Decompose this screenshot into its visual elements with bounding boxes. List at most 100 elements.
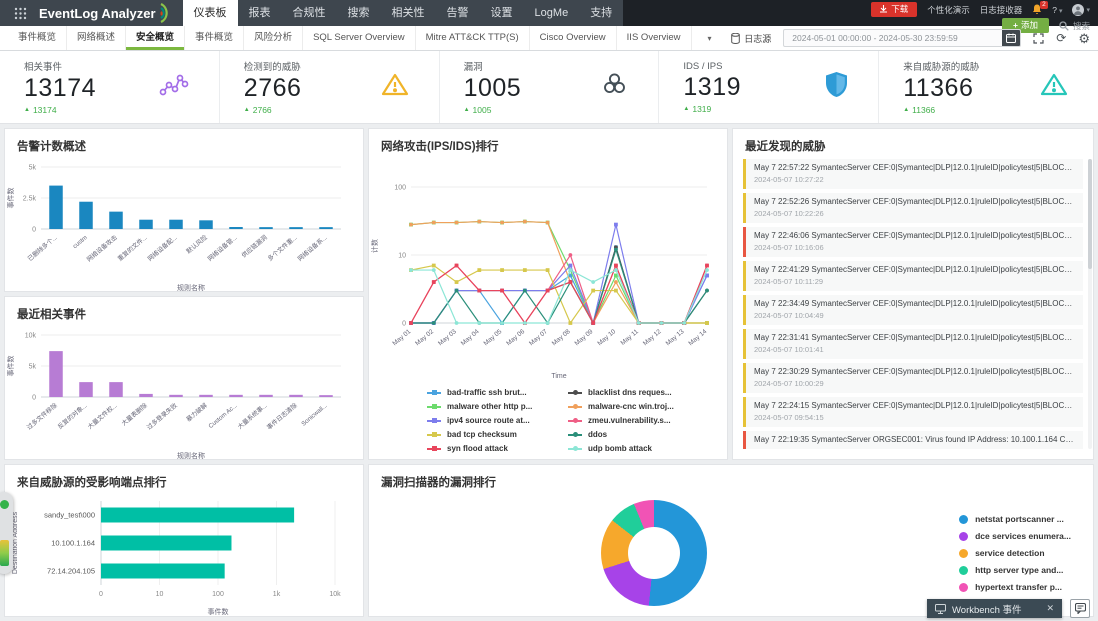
bar[interactable] xyxy=(319,227,333,229)
workbench-bar[interactable]: Workbench 事件 ✕ xyxy=(927,599,1062,618)
close-icon[interactable]: ✕ xyxy=(1046,603,1054,613)
threat-item[interactable]: May 7 22:57:22 SymantecServer CEF:0|Syma… xyxy=(743,159,1083,189)
threat-item[interactable]: May 7 22:24:15 SymantecServer CEF:0|Syma… xyxy=(743,397,1083,427)
bar[interactable] xyxy=(109,382,123,397)
legend-item[interactable]: zmeu.vulnerability.s... xyxy=(568,416,679,425)
legend-item[interactable]: ddos xyxy=(568,430,679,439)
bar[interactable] xyxy=(79,382,93,397)
threat-item[interactable]: May 7 22:31:41 SymantecServer CEF:0|Syma… xyxy=(743,329,1083,359)
bar[interactable] xyxy=(169,394,183,397)
dashboard-tab-5[interactable]: SQL Server Overview xyxy=(303,26,416,50)
bar[interactable] xyxy=(289,227,303,229)
bar[interactable] xyxy=(259,394,273,397)
threats-scrollbar[interactable] xyxy=(1088,159,1092,449)
download-button[interactable]: 下载 xyxy=(871,2,918,17)
dashboard-tab-1[interactable]: 网络概述 xyxy=(67,26,127,50)
nav-tab-2[interactable]: 合规性 xyxy=(292,7,326,19)
legend-item[interactable]: blacklist dns reques... xyxy=(568,388,679,397)
legend-item[interactable]: dce services enumera... xyxy=(959,531,1071,541)
legend-item[interactable]: http server type and... xyxy=(959,565,1071,575)
legend-item[interactable]: udp bomb attack xyxy=(568,444,679,453)
nav-tab-1[interactable]: 报表 xyxy=(248,7,271,19)
help-button[interactable]: ? ▾ xyxy=(1052,4,1063,15)
legend-item[interactable]: service detection xyxy=(959,548,1071,558)
nav-tab-6[interactable]: 设置 xyxy=(490,7,513,19)
date-range-picker[interactable] xyxy=(783,29,1022,47)
bar[interactable] xyxy=(289,394,303,397)
vulnerability-donut-chart[interactable] xyxy=(601,500,707,606)
tabs-more-button[interactable]: ▾ xyxy=(707,33,712,43)
legend-item[interactable]: ipv4 source route at... xyxy=(427,416,538,425)
legend-item[interactable]: netstat portscanner ... xyxy=(959,514,1071,524)
nav-tab-8[interactable]: 支持 xyxy=(590,7,613,19)
threat-item[interactable]: May 7 22:19:35 SymantecServer ORGSEC001:… xyxy=(743,431,1083,449)
stat-card-3[interactable]: IDS / IPS 1319 ▲ 1319 xyxy=(659,51,880,123)
app-logo[interactable]: EventLog Analyzer xyxy=(35,0,183,26)
threat-item[interactable]: May 7 22:30:29 SymantecServer CEF:0|Syma… xyxy=(743,363,1083,393)
bar[interactable] xyxy=(229,394,243,397)
legend-item[interactable]: syn flood attack xyxy=(427,444,538,453)
calendar-icon xyxy=(1006,33,1017,43)
dashboard-tab-8[interactable]: IIS Overview xyxy=(617,26,692,50)
bar[interactable] xyxy=(199,220,213,229)
bar[interactable] xyxy=(139,393,153,397)
threat-message: May 7 22:57:22 SymantecServer CEF:0|Syma… xyxy=(754,163,1075,172)
calendar-button[interactable] xyxy=(1002,30,1021,46)
bar[interactable] xyxy=(49,351,63,397)
fullscreen-button[interactable] xyxy=(1033,32,1044,44)
chat-button[interactable] xyxy=(1070,599,1090,618)
recent-events-bar-chart[interactable]: 0 5k 10k 过多文件移除反复的对象...大量文件权... 大量表删除过多登录失败暴… xyxy=(5,323,349,461)
threat-item[interactable]: May 7 22:41:29 SymantecServer CEF:0|Syma… xyxy=(743,261,1083,291)
app-grid-icon[interactable] xyxy=(6,0,35,26)
nav-tab-4[interactable]: 相关性 xyxy=(391,7,425,19)
bar[interactable] xyxy=(259,227,273,229)
dashboard-tab-7[interactable]: Cisco Overview xyxy=(530,26,617,50)
dashboard-tab-4[interactable]: 风险分析 xyxy=(244,26,304,50)
legend-item[interactable]: malware-cnc win.troj... xyxy=(568,402,679,411)
dashboard-tab-6[interactable]: Mitre ATT&CK TTP(S) xyxy=(416,26,530,50)
log-source-filter[interactable]: 日志源 xyxy=(731,32,771,45)
threat-item[interactable]: May 7 22:52:26 SymantecServer CEF:0|Syma… xyxy=(743,193,1083,223)
legend-item[interactable]: hypertext transfer p... xyxy=(959,582,1071,592)
stat-card-2[interactable]: 漏洞 1005 ▲ 1005 xyxy=(440,51,660,123)
legend-item[interactable]: bad tcp checksum xyxy=(427,430,538,439)
date-range-input[interactable] xyxy=(784,33,1003,43)
bar[interactable] xyxy=(101,535,232,551)
bar[interactable] xyxy=(101,563,225,579)
threat-item[interactable]: May 7 22:34:49 SymantecServer CEF:0|Syma… xyxy=(743,295,1083,325)
affected-endpoints-bar-chart[interactable]: 0 10 100 1k 10k sandy_test\000 10.100.1.164 72.… xyxy=(5,491,349,617)
bar[interactable] xyxy=(319,395,333,397)
global-search[interactable]: 搜索 xyxy=(1059,20,1090,32)
feedback-edge-widget[interactable] xyxy=(0,492,13,574)
legend-item[interactable]: malware other http p... xyxy=(427,402,538,411)
personalized-demo-link[interactable]: 个性化演示 xyxy=(927,4,970,15)
bar[interactable] xyxy=(101,507,295,523)
nav-tab-5[interactable]: 告警 xyxy=(446,7,469,19)
stat-card-0[interactable]: 相关事件 13174 ▲ 13174 xyxy=(0,51,220,123)
stat-card-1[interactable]: 检测到的威胁 2766 ▲ 2766 xyxy=(220,51,440,123)
dashboard-tab-0[interactable]: 事件概览 xyxy=(8,26,68,50)
dashboard-tab-3[interactable]: 事件概览 xyxy=(185,26,245,50)
dashboard-tab-2[interactable]: 安全概览 xyxy=(126,26,186,50)
log-receiver-link[interactable]: 日志接收器 xyxy=(979,4,1023,15)
alert-count-bar-chart[interactable]: 0 2.5k 5k 已删除多个... custm网络设备攻击重复的文件...网络设备配.… xyxy=(5,155,349,293)
stat-card-4[interactable]: 来自威胁源的威胁 11366 ▲ 11366 xyxy=(879,51,1098,123)
bar[interactable] xyxy=(109,211,123,229)
bar[interactable] xyxy=(229,227,243,229)
bar[interactable] xyxy=(199,394,213,397)
scrollbar-thumb[interactable] xyxy=(1088,159,1092,269)
nav-tab-0[interactable]: 仪表板 xyxy=(182,0,238,26)
bar[interactable] xyxy=(79,201,93,229)
notifications-button[interactable]: 2 xyxy=(1032,1,1049,15)
bar[interactable] xyxy=(139,219,153,229)
nav-tab-3[interactable]: 搜索 xyxy=(347,7,370,19)
nav-tab-7[interactable]: LogMe xyxy=(534,7,569,19)
bar[interactable] xyxy=(169,219,183,229)
bar[interactable] xyxy=(49,185,63,229)
settings-button[interactable]: ⚙ xyxy=(1078,30,1090,46)
account-button[interactable]: ▾ xyxy=(1072,3,1090,16)
legend-item[interactable]: bad-traffic ssh brut... xyxy=(427,388,538,397)
refresh-button[interactable]: ⟳ xyxy=(1056,31,1067,45)
threat-item[interactable]: May 7 22:46:06 SymantecServer CEF:0|Syma… xyxy=(743,227,1083,257)
